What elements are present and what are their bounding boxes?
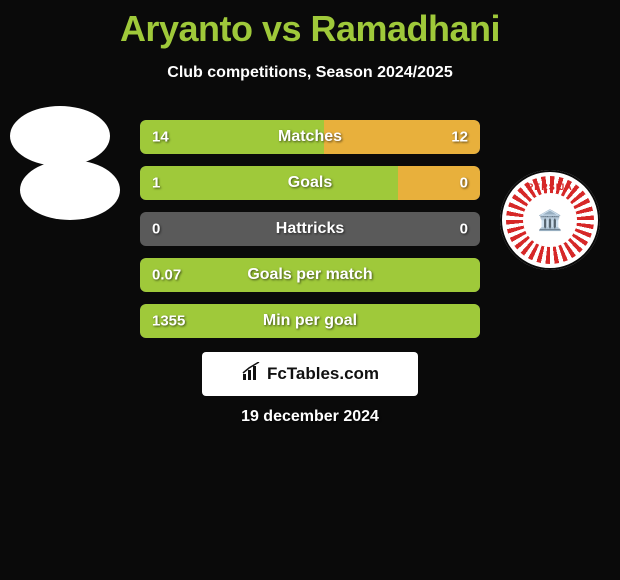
player-left-avatar-1: [10, 106, 110, 166]
stat-value-right: 0: [460, 175, 468, 192]
stat-row: Hattricks 0 0: [140, 212, 480, 246]
stat-row: Matches 14 12: [140, 120, 480, 154]
stat-fill-left: [140, 166, 398, 200]
page-subtitle: Club competitions, Season 2024/2025: [0, 64, 620, 82]
stat-value-right: 12: [451, 129, 468, 146]
stat-label: Matches: [278, 128, 342, 146]
stat-label: Goals per match: [247, 266, 372, 284]
stat-row: Min per goal 1355: [140, 304, 480, 338]
stat-row: Goals 1 0: [140, 166, 480, 200]
stat-label: Goals: [288, 174, 332, 192]
chart-icon: [241, 362, 261, 387]
page-title: Aryanto vs Ramadhani: [0, 8, 620, 50]
stat-value-right: 0: [460, 221, 468, 238]
club-badge-inner: PERSIJA 🏛️: [506, 176, 594, 264]
attribution-badge[interactable]: FcTables.com: [202, 352, 418, 396]
stat-label: Hattricks: [276, 220, 344, 238]
club-badge: PERSIJA 🏛️: [500, 170, 600, 270]
stat-value-left: 1: [152, 175, 160, 192]
stat-value-left: 14: [152, 129, 169, 146]
stat-value-left: 0.07: [152, 267, 181, 284]
stat-value-left: 1355: [152, 313, 185, 330]
monument-icon: 🏛️: [523, 193, 577, 247]
stat-label: Min per goal: [263, 312, 357, 330]
player-left-avatar-2: [20, 160, 120, 220]
club-badge-text: PERSIJA: [527, 182, 573, 192]
stat-row: Goals per match 0.07: [140, 258, 480, 292]
header: Aryanto vs Ramadhani Club competitions, …: [0, 0, 620, 82]
stat-value-left: 0: [152, 221, 160, 238]
stats-container: Matches 14 12 Goals 1 0 Hattricks 0 0 Goals per m…: [140, 120, 480, 350]
date-label: 19 december 2024: [0, 408, 620, 426]
attribution-text: FcTables.com: [267, 364, 379, 384]
